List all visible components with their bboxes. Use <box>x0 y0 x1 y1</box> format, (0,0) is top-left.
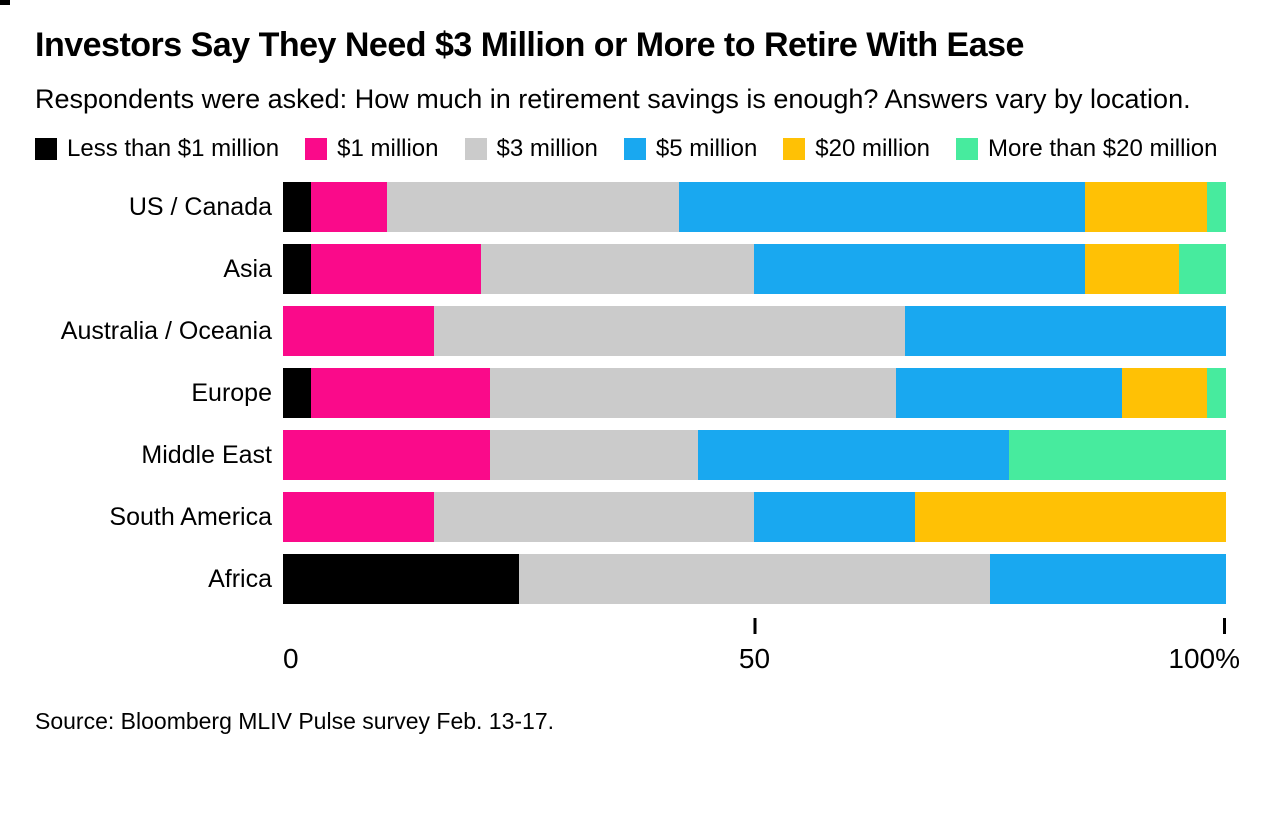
row-label-australia-oceania: Australia / Oceania <box>60 317 272 345</box>
bar-track-australia-oceania <box>283 306 1226 356</box>
chart-row: Australia / Oceania <box>35 306 1226 356</box>
bar-segment <box>433 306 906 356</box>
legend-swatch-icon <box>305 138 328 160</box>
axis-label-50: 50 <box>738 643 771 674</box>
legend-item: $1 million <box>305 132 439 166</box>
bar-track-europe <box>283 368 1226 418</box>
bar-segment <box>311 182 387 232</box>
chart-row: Africa <box>35 554 1226 604</box>
legend-label: Less than $1 million <box>67 135 280 162</box>
row-label-us-canada: US / Canada <box>128 193 272 221</box>
legend-item: More than $20 million <box>956 132 1217 166</box>
bar-segment <box>311 244 482 294</box>
bar-segment <box>1084 244 1179 294</box>
axis-tick-100 <box>1223 618 1226 634</box>
legend-swatch-icon <box>623 138 646 160</box>
bar-track-africa <box>283 554 1226 604</box>
chart-title: Investors Say They Need $3 Million or Mo… <box>35 26 1024 64</box>
bar-segment <box>1207 182 1226 232</box>
legend-swatch-icon <box>783 138 806 160</box>
bar-segment <box>990 554 1226 604</box>
row-label-africa: Africa <box>208 565 272 593</box>
bar-track-asia <box>283 244 1226 294</box>
bar-segment <box>283 430 491 480</box>
bar-segment <box>895 368 1123 418</box>
bar-segment <box>1178 244 1226 294</box>
legend-label: $3 million <box>496 135 598 162</box>
bar-segment <box>283 492 434 542</box>
source-note: Source: Bloomberg MLIV Pulse survey Feb.… <box>35 708 555 734</box>
bar-segment <box>679 182 1085 232</box>
legend-item: $3 million <box>464 132 598 166</box>
bar-segment <box>490 430 698 480</box>
legend-item: Less than $1 million <box>35 132 279 166</box>
bar-segment <box>386 182 680 232</box>
bar-segment <box>754 244 1085 294</box>
bar-segment <box>697 430 1010 480</box>
legend-item: $5 million <box>623 132 758 166</box>
bar-segment <box>914 492 1226 542</box>
bar-segment <box>1207 368 1226 418</box>
row-label-middle-east: Middle East <box>141 441 272 469</box>
chart-subtitle: Respondents were asked: How much in reti… <box>35 84 1191 114</box>
chart-row: Europe <box>35 368 1226 418</box>
axis-tick-50 <box>753 618 756 634</box>
axis-label-100: 100% <box>1168 643 1240 674</box>
bar-segment <box>1009 430 1226 480</box>
bar-track-us-canada <box>283 182 1226 232</box>
bar-segment <box>481 244 755 294</box>
bar-segment <box>283 244 312 294</box>
bar-segment <box>905 306 1226 356</box>
corner-mark <box>0 0 10 5</box>
legend-label: $5 million <box>655 135 758 162</box>
row-label-asia: Asia <box>223 255 272 283</box>
legend-label: $1 million <box>337 135 439 162</box>
bar-segment <box>1084 182 1208 232</box>
bar-segment <box>311 368 491 418</box>
legend-label: $20 million <box>815 135 931 162</box>
bar-track-middle-east <box>283 430 1226 480</box>
legend-swatch-icon <box>464 138 487 160</box>
chart-row: Asia <box>35 244 1226 294</box>
bar-segment <box>283 182 312 232</box>
bar-segment <box>754 492 915 542</box>
bar-segment <box>1122 368 1208 418</box>
bar-segment <box>283 306 434 356</box>
legend: Less than $1 million $1 million $3 milli… <box>35 132 1276 166</box>
chart-row: US / Canada <box>35 182 1226 232</box>
legend-swatch-icon <box>35 138 57 160</box>
bar-segment <box>433 492 755 542</box>
legend-label: More than $20 million <box>988 135 1218 162</box>
stacked-bar-chart: US / Canada Asia Australia / Oceania Eur… <box>35 182 1276 680</box>
chart-header: Investors Say They Need $3 Million or Mo… <box>35 24 1276 120</box>
bar-segment <box>518 554 991 604</box>
legend-swatch-icon <box>956 138 979 160</box>
bar-segment <box>283 554 519 604</box>
bar-segment <box>283 368 312 418</box>
bar-track-south-america <box>283 492 1226 542</box>
chart-row: Middle East <box>35 430 1226 480</box>
legend-item: $20 million <box>783 132 930 166</box>
x-axis: 0 50 100% <box>283 616 1240 680</box>
row-label-europe: Europe <box>191 379 272 407</box>
chart-row: South America <box>35 492 1226 542</box>
bar-segment <box>490 368 896 418</box>
row-label-south-america: South America <box>109 503 272 531</box>
axis-label-0: 0 <box>283 643 299 674</box>
